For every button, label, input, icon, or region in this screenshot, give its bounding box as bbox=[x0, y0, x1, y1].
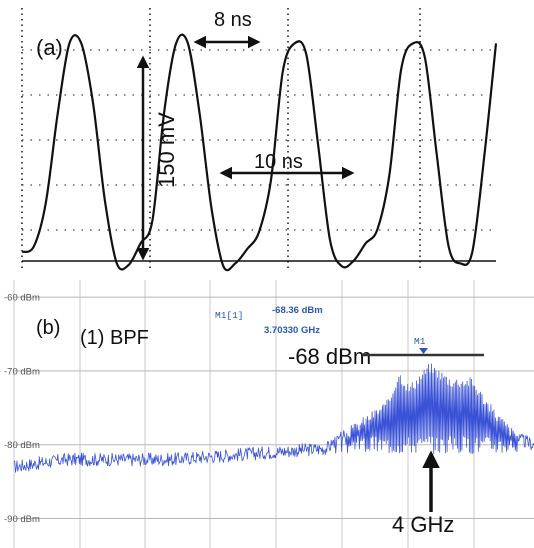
panel-b-spectrum-trace bbox=[13, 363, 534, 473]
marker-m1-triangle bbox=[419, 348, 428, 354]
marker-label: M1[1] bbox=[215, 310, 244, 321]
pulse-width-label: 10 ns bbox=[254, 151, 303, 173]
panel-a-label: (a) bbox=[36, 35, 63, 60]
panel-b-ytick-labels: -60 dBm -70 dBm -80 dBm -90 dBm bbox=[4, 293, 40, 525]
panel-b-label: (b) bbox=[36, 317, 60, 339]
marker-m1-tag: M1 bbox=[414, 336, 426, 347]
b-ytick-label: -60 dBm bbox=[4, 293, 40, 304]
panel-b-spectrum: -60 dBm -70 dBm -80 dBm -90 dBm (b) (1) BPF… bbox=[0, 272, 534, 548]
panel-a-waveform-trace bbox=[21, 33, 498, 272]
marker-frequency: 3.70330 GHz bbox=[264, 325, 320, 336]
peak-level-label: -68 dBm bbox=[288, 344, 371, 369]
frequency-label: 4 GHz bbox=[392, 512, 454, 537]
amplitude-label: 150 mV bbox=[154, 112, 179, 188]
b-ytick-label: -70 dBm bbox=[4, 366, 40, 377]
b-ytick-label: -90 dBm bbox=[4, 514, 40, 525]
b-ytick-label: -80 dBm bbox=[4, 440, 40, 451]
panel-b-legend: (1) BPF bbox=[80, 327, 149, 349]
period-label: 8 ns bbox=[214, 9, 252, 31]
marker-level: -68.36 dBm bbox=[272, 305, 323, 316]
panel-a-oscilloscope: (a) 8 ns 150 mV 10 ns bbox=[0, 0, 534, 272]
